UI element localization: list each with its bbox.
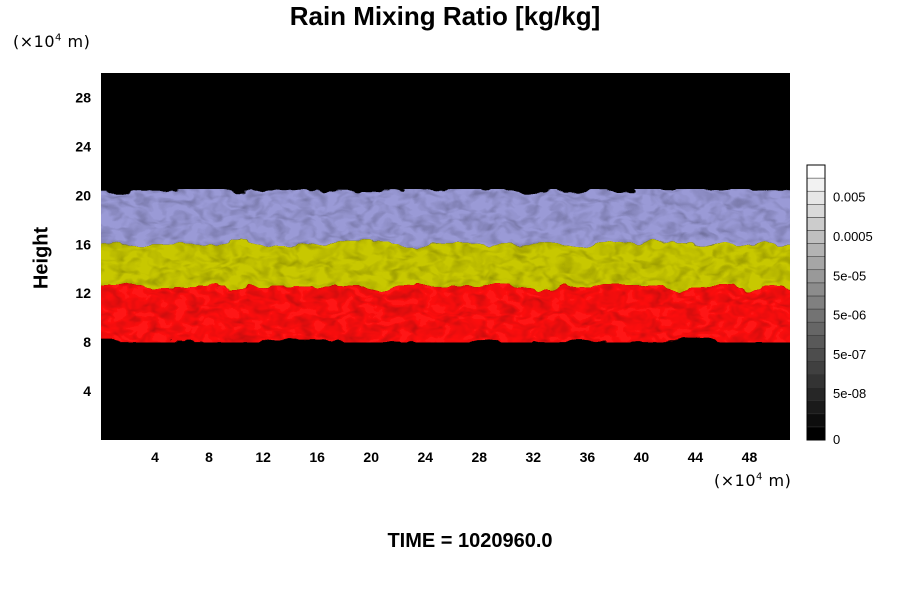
colorbar-cell <box>806 204 826 218</box>
chart-title: Rain Mixing Ratio [kg/kg] <box>289 1 601 31</box>
x-tick-label: 24 <box>417 449 433 465</box>
colorbar-cell <box>806 308 826 323</box>
time-label: TIME = 1020960.0 <box>387 530 553 552</box>
x-tick-label: 36 <box>580 449 596 465</box>
y-axis-unit: (×104 m) <box>13 32 91 51</box>
colorbar-cell <box>806 400 826 415</box>
colorbar-cell <box>806 177 826 192</box>
colorbar-cell <box>806 387 826 401</box>
colorbar-cell <box>806 243 826 257</box>
colorbar-tick-label: 0 <box>833 432 840 447</box>
colorbar-tick-label: 5e-06 <box>833 308 866 323</box>
colorbar-tick-label: 0.005 <box>833 190 866 205</box>
x-tick-label: 40 <box>634 449 650 465</box>
colorbar-cell <box>806 164 826 179</box>
x-tick-label: 44 <box>688 449 704 465</box>
y-tick-label: 28 <box>75 89 91 105</box>
y-tick-label: 16 <box>75 236 91 252</box>
colorbar-cell <box>806 374 826 388</box>
x-tick-label: 48 <box>742 449 758 465</box>
colorbar-cell <box>806 426 826 441</box>
layer-band-1 <box>101 287 790 343</box>
x-axis-unit: (×104 m) <box>714 471 792 490</box>
colorbar-cell <box>806 295 826 310</box>
colorbar-tick-label: 5e-05 <box>833 268 866 283</box>
plot-area <box>101 73 790 440</box>
colorbar-frame <box>806 164 826 441</box>
y-tick-label: 20 <box>75 187 91 203</box>
x-axis-ticks: 4 8 12 16 20 24 28 32 36 40 44 48 <box>151 449 757 465</box>
colorbar-cell <box>806 321 826 336</box>
layer-band-3 <box>101 189 790 245</box>
colorbar-cell <box>806 361 826 375</box>
y-tick-label: 12 <box>75 285 91 301</box>
x-tick-label: 4 <box>151 449 159 465</box>
layer-band-2 <box>101 244 790 288</box>
colorbar-cell <box>806 269 826 284</box>
y-axis-ticks: 4 8 12 16 20 24 28 <box>75 89 91 399</box>
colorbar-cell <box>806 230 826 244</box>
colorbar-cell <box>806 348 826 362</box>
colorbar-cell <box>806 190 826 205</box>
x-tick-label: 12 <box>255 449 271 465</box>
colorbar-cell <box>806 217 826 231</box>
x-tick-label: 16 <box>309 449 325 465</box>
colorbar-tick-label: 5e-07 <box>833 347 866 362</box>
colorbar-cell <box>806 282 826 297</box>
x-tick-label: 28 <box>471 449 487 465</box>
colorbar-cell <box>806 256 826 271</box>
colorbar-cell <box>806 334 826 349</box>
y-tick-label: 4 <box>83 383 91 399</box>
x-tick-label: 20 <box>363 449 379 465</box>
colorbar-cell <box>806 413 826 428</box>
y-tick-label: 8 <box>83 334 91 350</box>
colorbar-tick-label: 5e-08 <box>833 386 866 401</box>
x-tick-label: 32 <box>526 449 542 465</box>
x-tick-label: 8 <box>205 449 213 465</box>
y-tick-label: 24 <box>75 138 91 154</box>
colorbar-tick-label: 0.0005 <box>833 229 873 244</box>
colorbar: 0 5e-08 5e-07 5e-06 5e-05 0.0005 0.005 <box>806 164 873 447</box>
